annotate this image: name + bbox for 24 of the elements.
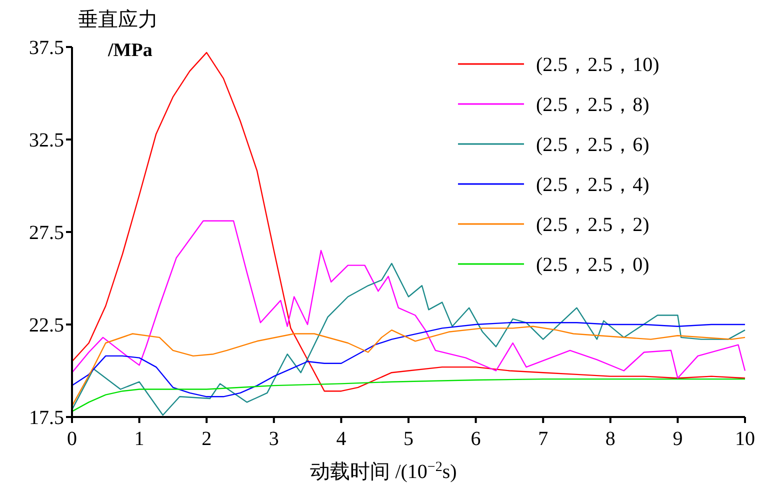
x-tick-label: 10 [735,428,755,450]
legend-label: (2.5，2.5，4) [536,174,650,196]
y-tick-label: 17.5 [29,407,64,429]
legend-label: (2.5，2.5，0) [536,254,650,276]
y-tick-label: 32.5 [29,130,64,152]
legend-label: (2.5，2.5，2) [536,214,650,236]
y-tick-label: 22.5 [29,314,64,336]
x-tick-label: 2 [202,428,212,450]
y-tick-label: 27.5 [29,222,64,244]
x-tick-label: 1 [134,428,144,450]
x-tick-label: 9 [672,428,683,450]
x-tick-label: 7 [538,428,548,450]
x-axis-title: 动载时间 /(10$^{−2}$s) [310,460,457,483]
x-tick-label: 4 [336,428,346,450]
y-tick-label: 37.5 [29,37,64,59]
x-tick-label: 3 [268,428,279,450]
legend-label: (2.5，2.5，10) [536,54,660,76]
y-axis-title: 垂直应力 /MPa [78,9,158,61]
legend-label: (2.5，2.5，6) [536,134,650,156]
legend-label: (2.5，2.5，8) [536,94,650,116]
x-tick-label: 6 [470,428,481,450]
x-tick-label: 5 [404,428,414,450]
x-tick-label: 0 [67,428,77,450]
x-tick-label: 8 [605,428,616,450]
